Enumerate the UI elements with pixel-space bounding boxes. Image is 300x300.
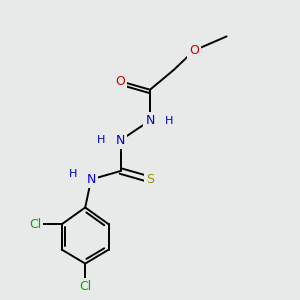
Text: N: N (145, 114, 155, 127)
Text: Cl: Cl (79, 280, 91, 292)
Text: S: S (146, 173, 154, 186)
Text: Cl: Cl (29, 218, 41, 231)
Text: H: H (165, 116, 173, 126)
Text: H: H (69, 169, 78, 179)
Text: O: O (189, 44, 199, 57)
Text: O: O (116, 75, 125, 88)
Text: N: N (116, 134, 125, 147)
Text: H: H (97, 135, 106, 145)
Text: N: N (86, 173, 96, 186)
